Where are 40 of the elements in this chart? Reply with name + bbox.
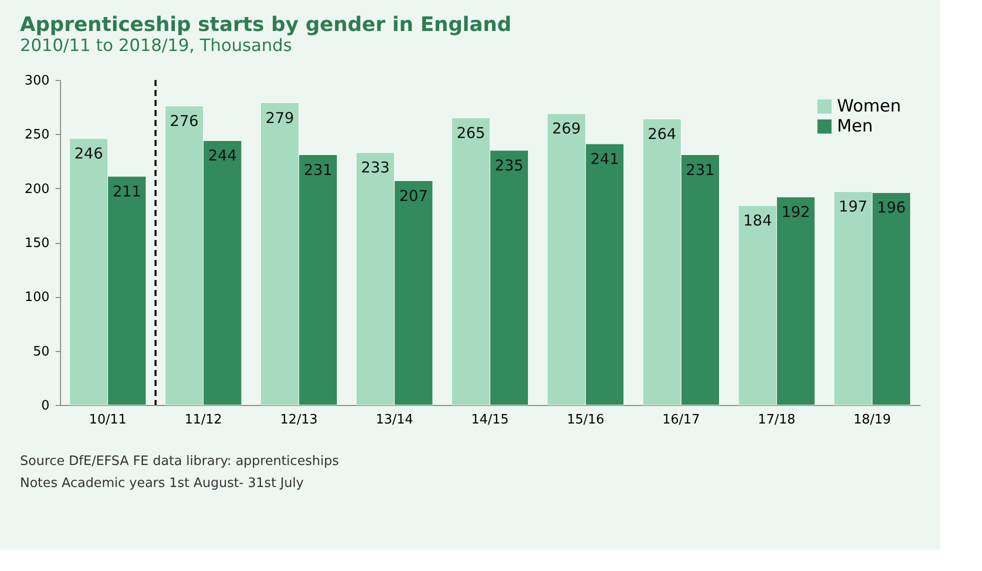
y-tick-label: 0 xyxy=(41,398,50,414)
data-label: 197 xyxy=(838,198,868,216)
x-tick-label: 12/13 xyxy=(280,412,318,428)
x-tick-label: 16/17 xyxy=(662,412,700,428)
chart-subtitle: 2010/11 to 2018/19, Thousands xyxy=(20,36,292,56)
data-label: 265 xyxy=(456,124,486,142)
data-label: 233 xyxy=(361,158,390,177)
x-tick-label: 14/15 xyxy=(471,412,509,428)
data-label: 184 xyxy=(743,212,772,230)
data-label: 192 xyxy=(781,203,810,221)
chart-title: Apprenticeship starts by gender in England xyxy=(20,12,512,36)
y-tick-label: 300 xyxy=(24,74,50,88)
text: Notes Academic years 1st August- 31st July xyxy=(20,476,304,491)
x-tick-label: 15/16 xyxy=(566,412,604,428)
data-label: 269 xyxy=(552,120,581,138)
data-label: 231 xyxy=(304,160,332,179)
x-tick-label: 17/18 xyxy=(758,412,796,428)
data-label: 241 xyxy=(590,150,619,168)
legend-label: Women xyxy=(837,96,902,116)
x-tick-label: 11/12 xyxy=(184,412,222,428)
data-label: 279 xyxy=(265,108,294,127)
data-label: 276 xyxy=(170,112,199,130)
data-label: 207 xyxy=(399,186,428,205)
y-tick-label: 250 xyxy=(24,128,50,143)
data-label: 196 xyxy=(877,198,906,217)
data-label: 244 xyxy=(208,146,237,165)
y-tick-label: 150 xyxy=(24,236,50,251)
y-tick-label: 200 xyxy=(24,182,50,197)
source-note: Source DfE/EFSA FE data library: apprenticeships xyxy=(20,454,340,469)
legend-label: Men xyxy=(837,116,873,136)
data-label: 264 xyxy=(648,125,676,143)
y-tick-label: 50 xyxy=(32,344,50,360)
x-tick-label: 10/11 xyxy=(89,412,127,428)
data-label: 235 xyxy=(494,156,524,174)
x-tick-label: 13/14 xyxy=(376,412,414,428)
data-label: 211 xyxy=(112,182,142,200)
y-tick-label: 100 xyxy=(24,290,50,306)
data-label: 246 xyxy=(74,144,103,162)
x-tick-label: 18/19 xyxy=(853,412,891,428)
data-label: 231 xyxy=(686,160,715,179)
